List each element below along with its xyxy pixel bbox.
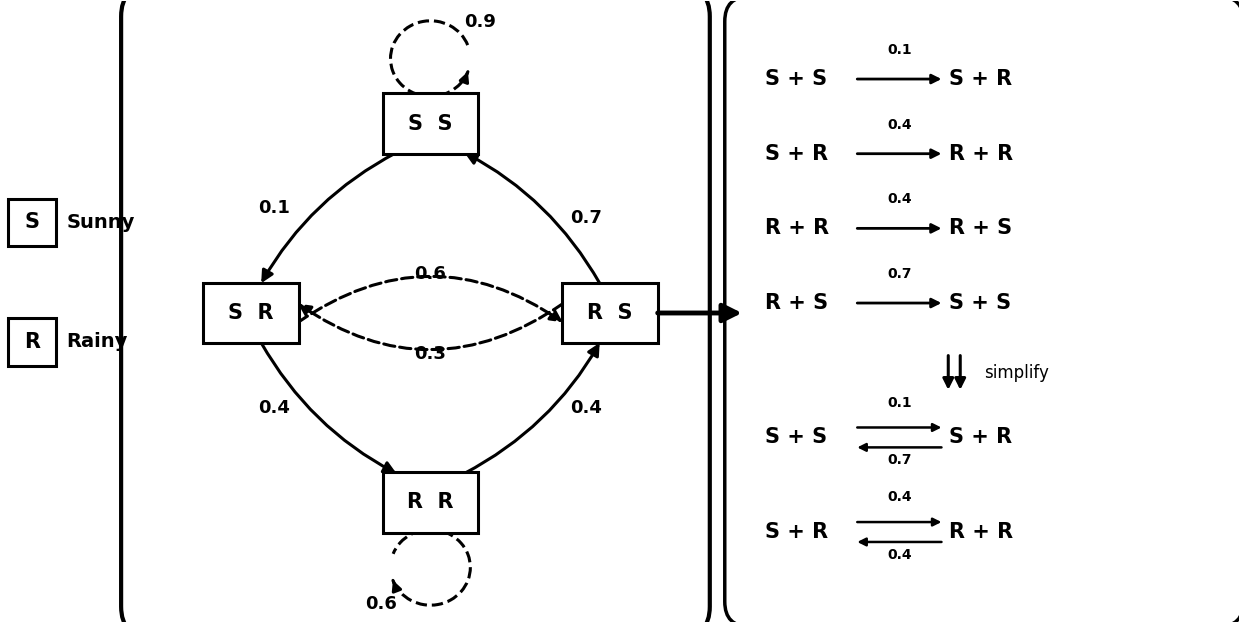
Text: 0.1: 0.1 [259, 199, 290, 217]
Text: 0.4: 0.4 [259, 399, 290, 417]
Text: S + S: S + S [950, 293, 1012, 313]
FancyArrowPatch shape [301, 303, 563, 350]
Text: 0.6: 0.6 [365, 595, 397, 613]
Text: R + R: R + R [950, 522, 1013, 542]
Text: 0.4: 0.4 [887, 548, 911, 562]
Text: S + S: S + S [765, 69, 827, 89]
FancyBboxPatch shape [382, 93, 479, 155]
Text: S + R: S + R [950, 427, 1012, 447]
FancyArrowPatch shape [464, 346, 598, 473]
Text: simplify: simplify [985, 364, 1049, 382]
Text: 0.1: 0.1 [887, 396, 911, 409]
Text: R + R: R + R [950, 144, 1013, 164]
Text: 0.7: 0.7 [570, 209, 603, 227]
FancyBboxPatch shape [724, 0, 1240, 623]
FancyBboxPatch shape [382, 472, 479, 533]
FancyArrowPatch shape [263, 153, 397, 280]
FancyBboxPatch shape [9, 318, 56, 366]
Text: R: R [25, 332, 41, 352]
Text: S  S: S S [408, 114, 453, 134]
Text: 0.4: 0.4 [570, 399, 603, 417]
FancyBboxPatch shape [562, 283, 658, 343]
FancyArrowPatch shape [298, 277, 560, 322]
Text: S: S [25, 212, 40, 232]
Text: R  S: R S [588, 303, 632, 323]
Text: 0.4: 0.4 [887, 193, 911, 206]
Text: R + R: R + R [765, 219, 828, 239]
FancyArrowPatch shape [262, 343, 393, 472]
Text: 0.7: 0.7 [887, 267, 911, 281]
Text: Sunny: Sunny [66, 213, 135, 232]
Text: S  R: S R [228, 303, 274, 323]
Text: Rainy: Rainy [66, 332, 128, 351]
Text: S + S: S + S [765, 427, 827, 447]
Text: 0.6: 0.6 [414, 265, 446, 283]
FancyBboxPatch shape [9, 199, 56, 246]
Text: S + R: S + R [765, 522, 828, 542]
Text: R  R: R R [407, 492, 454, 512]
Text: R + S: R + S [950, 219, 1012, 239]
Text: 0.9: 0.9 [464, 13, 496, 31]
Text: 0.3: 0.3 [414, 345, 446, 363]
Text: R + S: R + S [765, 293, 828, 313]
Text: 0.7: 0.7 [887, 454, 911, 467]
Text: S + R: S + R [765, 144, 828, 164]
Text: 0.4: 0.4 [887, 118, 911, 132]
FancyBboxPatch shape [122, 0, 709, 623]
FancyBboxPatch shape [203, 283, 299, 343]
Text: 0.1: 0.1 [887, 43, 911, 57]
Text: S + R: S + R [950, 69, 1012, 89]
Text: 0.4: 0.4 [887, 490, 911, 504]
FancyArrowPatch shape [467, 154, 600, 283]
